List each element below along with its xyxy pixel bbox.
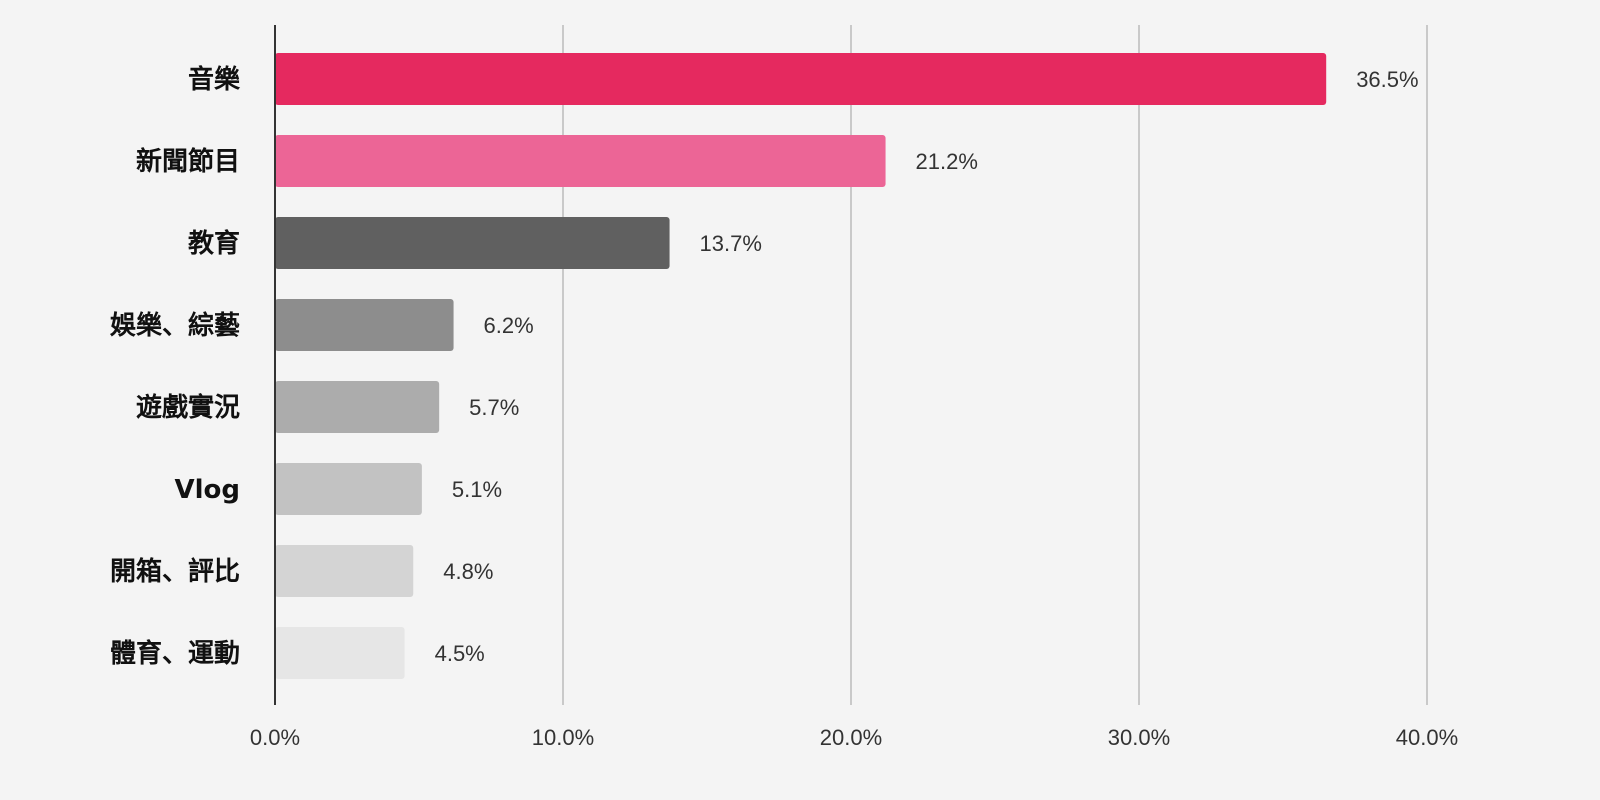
data-label: 21.2%	[916, 149, 978, 174]
bar[interactable]	[275, 627, 405, 679]
bars	[275, 53, 1327, 679]
bar[interactable]	[275, 299, 454, 351]
category-label: 新聞節目	[136, 146, 240, 177]
category-label: Vlog	[174, 475, 240, 505]
x-tick-label: 0.0%	[250, 725, 300, 750]
bar[interactable]	[275, 463, 422, 515]
category-label: 體育、運動	[110, 638, 240, 669]
x-tick-label: 30.0%	[1108, 725, 1170, 750]
data-label: 4.5%	[435, 641, 485, 666]
category-label: 娛樂、綜藝	[109, 310, 240, 341]
bar[interactable]	[275, 381, 440, 433]
x-tick-label: 20.0%	[820, 725, 882, 750]
x-tick-label: 10.0%	[532, 725, 594, 750]
value-labels: 36.5% 21.2% 13.7% 6.2% 5.7% 5.1% 4.8% 4.5%	[435, 67, 1419, 666]
category-label: 教育	[188, 228, 240, 259]
data-label: 4.8%	[443, 559, 493, 584]
x-axis-tick-labels: 0.0% 10.0% 20.0% 30.0% 40.0%	[250, 725, 1458, 750]
data-label: 13.7%	[700, 231, 762, 256]
category-label: 遊戲實況	[136, 392, 240, 423]
category-label: 開箱、評比	[110, 556, 240, 587]
data-label: 6.2%	[484, 313, 534, 338]
gridlines	[562, 25, 1428, 705]
bar[interactable]	[275, 545, 414, 597]
bar[interactable]	[275, 53, 1327, 105]
x-tick-label: 40.0%	[1396, 725, 1458, 750]
data-label: 5.1%	[452, 477, 502, 502]
data-label: 36.5%	[1356, 67, 1418, 92]
bar[interactable]	[275, 135, 886, 187]
bar[interactable]	[275, 217, 670, 269]
data-label: 5.7%	[469, 395, 519, 420]
category-label: 音樂	[188, 64, 241, 95]
